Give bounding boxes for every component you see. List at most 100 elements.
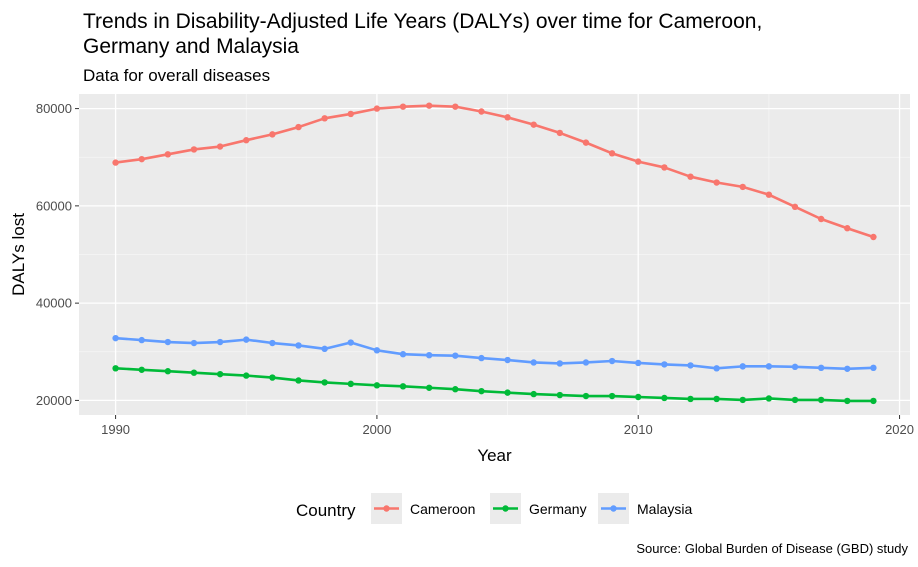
data-point-germany — [321, 379, 328, 386]
data-point-malaysia — [870, 364, 877, 372]
data-point-germany — [216, 370, 224, 378]
y-tick-label: 60000 — [36, 198, 72, 213]
data-point-germany — [425, 384, 433, 391]
data-point-germany — [347, 380, 354, 388]
legend-key-point-germany — [502, 505, 509, 512]
data-point-malaysia — [112, 334, 119, 342]
y-tick-label: 20000 — [36, 393, 72, 408]
data-point-germany — [138, 366, 145, 373]
data-point-germany — [844, 397, 851, 405]
legend-title: Country — [296, 501, 356, 520]
data-point-cameroon — [164, 151, 172, 158]
major-gridlines — [79, 94, 910, 415]
data-point-malaysia — [373, 347, 381, 354]
legend-label-cameroon: Cameroon — [410, 501, 475, 517]
chart-caption: Source: Global Burden of Disease (GBD) s… — [636, 541, 908, 556]
data-point-germany — [373, 382, 381, 389]
data-point-cameroon — [425, 102, 433, 109]
chart-title: Trends in Disability-Adjusted Life Years… — [83, 10, 763, 58]
data-point-germany — [608, 392, 616, 400]
data-point-malaysia — [530, 359, 537, 366]
data-point-malaysia — [295, 342, 302, 349]
data-point-malaysia — [504, 356, 511, 364]
data-point-germany — [269, 374, 276, 381]
data-point-cameroon — [295, 123, 302, 131]
x-tick-label: 2000 — [362, 422, 391, 437]
data-point-malaysia — [765, 363, 773, 370]
data-point-malaysia — [713, 365, 720, 372]
data-point-cameroon — [269, 131, 276, 138]
data-point-cameroon — [582, 139, 590, 146]
data-point-germany — [817, 396, 825, 404]
legend-label-germany: Germany — [529, 501, 587, 517]
axis-layer: 1990 2000 2010 2020 20000 40000 60000 80000 — [36, 101, 914, 437]
data-point-cameroon — [661, 164, 668, 171]
data-point-cameroon — [321, 115, 328, 122]
y-tick-label: 40000 — [36, 296, 72, 311]
data-point-germany — [164, 368, 172, 375]
data-point-germany — [190, 369, 198, 376]
data-point-cameroon — [713, 179, 720, 186]
data-point-malaysia — [452, 352, 459, 359]
data-point-cameroon — [791, 203, 799, 211]
data-point-cameroon — [112, 159, 119, 166]
data-point-malaysia — [347, 339, 354, 346]
y-tick-label: 80000 — [36, 101, 72, 116]
data-point-germany — [452, 386, 459, 393]
data-point-malaysia — [216, 338, 224, 346]
x-tick-label: 1990 — [101, 422, 130, 437]
data-point-cameroon — [190, 146, 198, 153]
data-point-cameroon — [817, 215, 825, 223]
data-point-germany — [530, 390, 537, 398]
data-point-cameroon — [608, 150, 616, 157]
data-point-germany — [556, 391, 564, 399]
data-point-germany — [765, 395, 773, 402]
data-point-malaysia — [687, 362, 694, 369]
data-point-malaysia — [608, 357, 616, 365]
data-point-malaysia — [817, 364, 825, 372]
data-point-malaysia — [138, 336, 145, 344]
data-point-germany — [687, 395, 694, 403]
data-point-cameroon — [347, 110, 354, 118]
data-point-germany — [582, 392, 590, 400]
data-point-malaysia — [243, 336, 250, 343]
data-point-malaysia — [478, 354, 485, 362]
x-tick-label: 2020 — [885, 422, 914, 437]
data-point-germany — [713, 395, 720, 403]
data-point-germany — [478, 387, 485, 395]
data-point-malaysia — [635, 359, 642, 367]
data-point-germany — [791, 396, 799, 404]
data-point-cameroon — [373, 105, 381, 112]
x-tick-label: 2010 — [624, 422, 653, 437]
data-point-cameroon — [216, 143, 224, 150]
legend-key-point-malaysia — [610, 505, 617, 512]
data-point-germany — [243, 372, 250, 379]
legend-key-point-cameroon — [383, 505, 390, 512]
data-point-germany — [399, 383, 407, 390]
data-point-cameroon — [478, 108, 485, 115]
data-point-malaysia — [661, 361, 668, 368]
data-point-cameroon — [452, 103, 459, 110]
data-point-germany — [504, 389, 511, 396]
data-point-germany — [739, 396, 746, 404]
x-axis-title: Year — [477, 446, 512, 465]
y-axis-title: DALYs lost — [9, 213, 28, 296]
data-point-cameroon — [530, 121, 537, 128]
data-point-malaysia — [164, 338, 172, 346]
data-point-malaysia — [556, 360, 564, 367]
data-point-germany — [112, 365, 119, 372]
data-point-malaysia — [791, 363, 799, 371]
data-point-malaysia — [269, 339, 276, 347]
series-line-malaysia — [115, 336, 874, 371]
data-point-cameroon — [844, 225, 851, 232]
data-point-cameroon — [687, 173, 694, 180]
legend: Country Cameroon Germany Malaysia — [296, 493, 692, 524]
data-point-cameroon — [243, 137, 250, 144]
data-point-cameroon — [556, 129, 564, 137]
data-point-cameroon — [504, 114, 511, 121]
data-point-cameroon — [635, 158, 642, 165]
data-point-malaysia — [425, 351, 433, 359]
data-point-malaysia — [582, 359, 590, 366]
data-point-cameroon — [739, 183, 746, 191]
